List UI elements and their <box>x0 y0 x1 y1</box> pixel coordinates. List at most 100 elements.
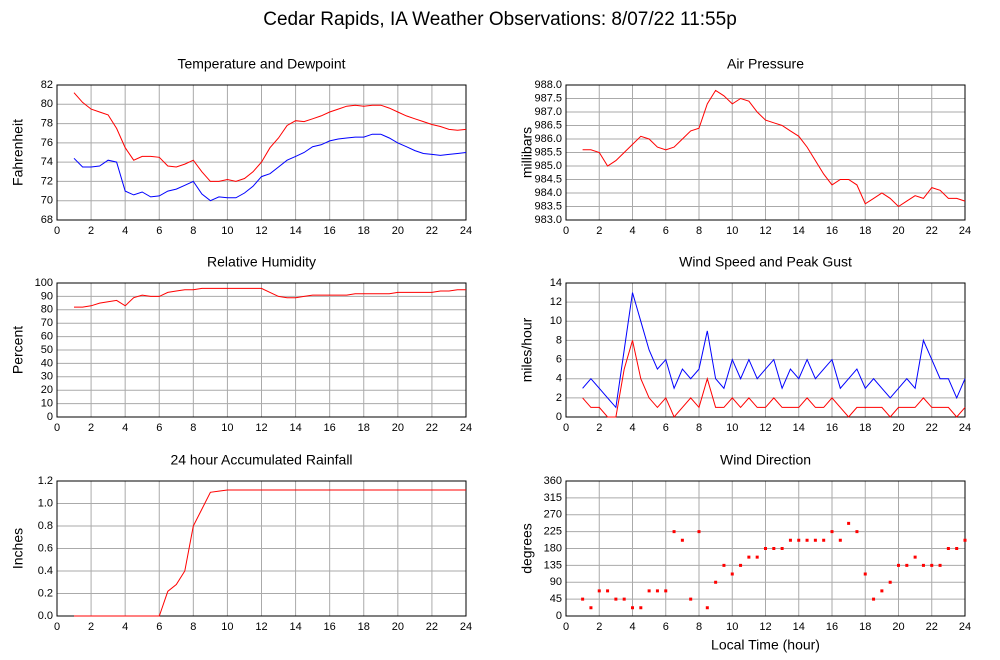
data-point <box>589 606 593 610</box>
y-tick-label: 984.5 <box>534 173 562 185</box>
x-tick-label: 12 <box>759 621 771 633</box>
data-point <box>680 538 684 542</box>
x-tick-label: 8 <box>696 621 702 633</box>
x-tick-label: 14 <box>793 621 805 633</box>
data-point <box>631 606 634 610</box>
x-tick-label: 8 <box>696 422 702 434</box>
x-tick-label: 10 <box>726 422 738 434</box>
y-tick-label: 30 <box>41 371 53 383</box>
data-point <box>647 589 651 593</box>
x-tick-label: 10 <box>221 225 233 237</box>
data-line <box>582 89 966 208</box>
y-tick-label: 315 <box>544 492 562 504</box>
y-tick-label: 985.0 <box>534 160 562 172</box>
y-tick-label: 14 <box>550 277 562 289</box>
panel-title: Air Pressure <box>727 56 804 72</box>
x-tick-label: 14 <box>793 422 805 434</box>
plot-frame <box>565 84 966 221</box>
data-line <box>582 340 966 418</box>
x-tick-label: 12 <box>255 422 267 434</box>
y-axis-label: degrees <box>519 523 535 574</box>
plot-frame <box>56 282 467 418</box>
x-tick-label: 20 <box>892 422 904 434</box>
y-tick-label: 20 <box>41 384 53 396</box>
x-tick-label: 0 <box>563 225 569 237</box>
y-tick-label: 983.0 <box>534 214 562 226</box>
y-tick-label: 74 <box>41 156 53 168</box>
data-line <box>73 92 467 182</box>
x-tick-label: 12 <box>255 225 267 237</box>
data-point <box>930 563 934 567</box>
y-tick-label: 100 <box>35 277 53 289</box>
y-tick-label: 2 <box>556 392 562 404</box>
x-tick-label: 18 <box>358 225 370 237</box>
y-tick-label: 60 <box>41 331 53 343</box>
data-point <box>913 555 917 559</box>
data-point <box>946 547 950 550</box>
x-tick-label: 16 <box>826 422 838 434</box>
y-tick-label: 1.0 <box>38 497 53 509</box>
x-tick-label: 10 <box>221 422 233 434</box>
x-tick-label: 4 <box>122 225 128 237</box>
data-point <box>705 606 709 610</box>
x-tick-label: 16 <box>826 225 838 237</box>
data-point <box>730 572 734 576</box>
panel-title: Relative Humidity <box>207 254 316 270</box>
data-point <box>838 538 842 542</box>
y-tick-label: 987.5 <box>534 92 562 104</box>
data-line <box>582 292 966 409</box>
x-tick-label: 20 <box>392 422 404 434</box>
x-tick-label: 20 <box>392 621 404 633</box>
y-tick-label: 985.5 <box>534 146 562 158</box>
x-tick-label: 20 <box>892 225 904 237</box>
data-point <box>788 538 792 542</box>
x-tick-label: 16 <box>826 621 838 633</box>
data-point <box>921 563 925 567</box>
x-tick-label: 2 <box>596 422 602 434</box>
data-point <box>888 580 892 584</box>
page-title: Cedar Rapids, IA Weather Observations: 8… <box>263 9 737 30</box>
x-tick-label: 2 <box>88 225 94 237</box>
y-tick-label: 10 <box>41 398 53 410</box>
y-tick-label: 984.0 <box>534 187 562 199</box>
data-point <box>714 580 718 584</box>
y-tick-label: 988.0 <box>534 79 562 91</box>
y-tick-label: 987.0 <box>534 106 562 118</box>
y-tick-label: 0 <box>556 411 562 423</box>
data-point <box>672 530 676 534</box>
data-line <box>74 287 466 308</box>
data-point <box>614 597 618 601</box>
x-tick-label: 14 <box>793 225 805 237</box>
y-tick-label: 986.0 <box>534 133 562 145</box>
x-tick-label: 12 <box>759 422 771 434</box>
x-tick-label: 2 <box>596 621 602 633</box>
x-tick-label: 0 <box>563 422 569 434</box>
data-point <box>639 606 643 610</box>
x-tick-label: 16 <box>324 225 336 237</box>
x-tick-label: 18 <box>358 422 370 434</box>
x-tick-label: 2 <box>88 422 94 434</box>
y-tick-label: 50 <box>41 344 53 356</box>
data-point <box>606 589 610 593</box>
x-tick-label: 4 <box>122 621 128 633</box>
y-tick-label: 180 <box>544 542 562 554</box>
y-tick-label: 76 <box>41 137 53 149</box>
x-tick-label: 2 <box>596 225 602 237</box>
y-tick-label: 360 <box>544 475 562 487</box>
x-tick-label: 22 <box>926 621 938 633</box>
data-point <box>963 538 967 542</box>
data-point <box>847 521 851 525</box>
y-tick-label: 0 <box>47 411 53 423</box>
x-tick-label: 14 <box>289 621 301 633</box>
x-tick-label: 8 <box>696 225 702 237</box>
y-tick-label: 6 <box>556 353 562 365</box>
y-tick-label: 4 <box>556 373 562 385</box>
panel-title: Wind Speed and Peak Gust <box>679 254 852 270</box>
y-tick-label: 90 <box>41 290 53 302</box>
x-tick-label: 22 <box>426 621 438 633</box>
x-axis-label: Local Time (hour) <box>711 637 820 653</box>
x-tick-label: 8 <box>190 225 196 237</box>
y-tick-label: 80 <box>41 98 53 110</box>
